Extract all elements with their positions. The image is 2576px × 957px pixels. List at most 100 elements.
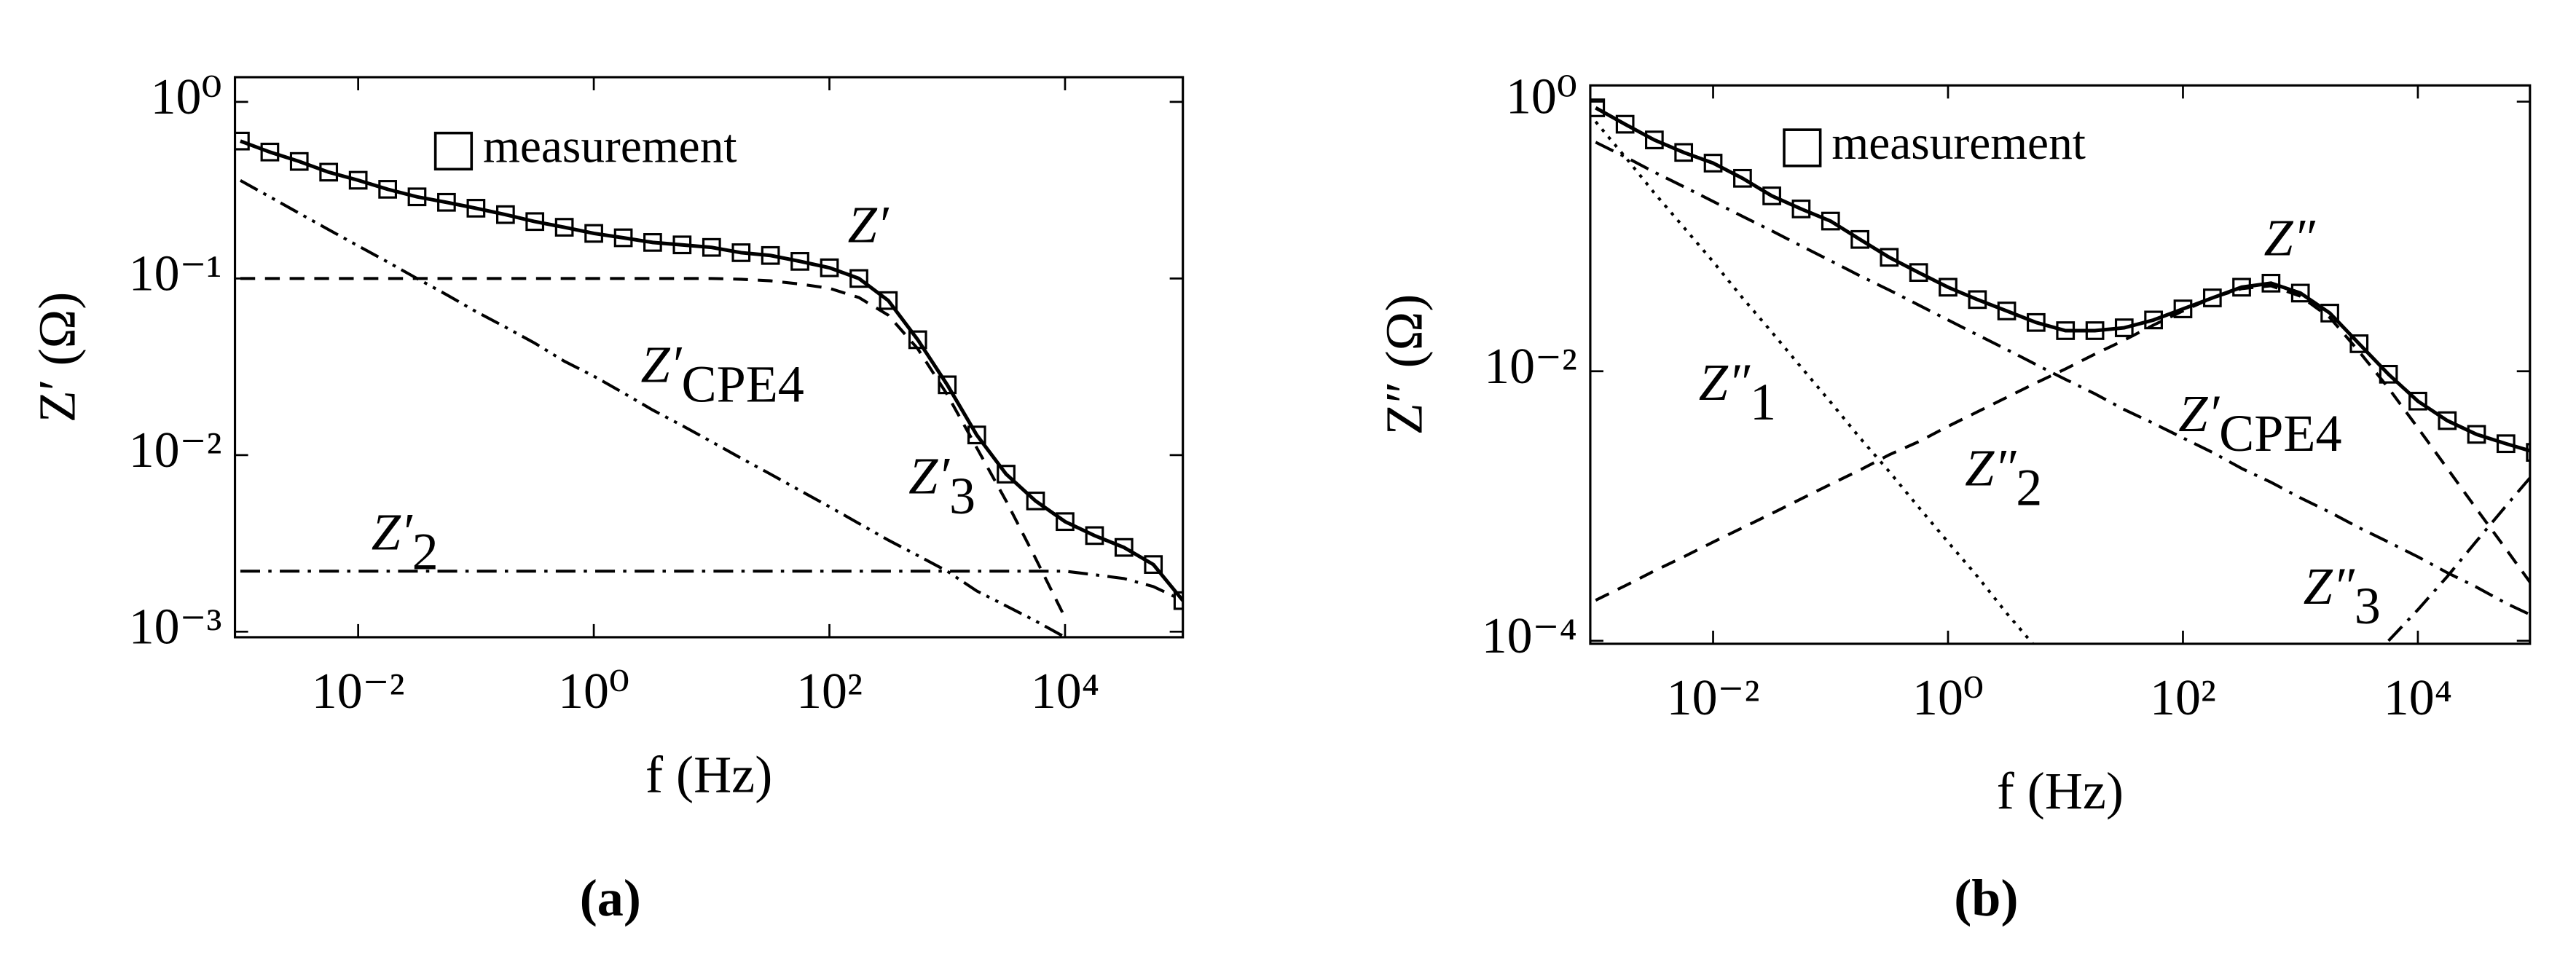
marker: [2496, 434, 2516, 454]
marker: [1645, 130, 1664, 149]
annotation-text: Z′: [641, 335, 683, 393]
series-line: [2387, 476, 2530, 642]
panel-label: (b): [1954, 869, 2018, 927]
marker: [2379, 364, 2398, 384]
annotation: Z′CPE4: [641, 335, 804, 413]
annotation-text: Z″: [1965, 438, 2017, 497]
marker: [2320, 304, 2339, 323]
annotation-text: Z″: [2263, 208, 2315, 267]
series-line: [240, 277, 1067, 619]
annotation-sub: 1: [1750, 373, 1776, 431]
plot-area: [1590, 98, 2530, 644]
annotation: Z″1: [1699, 353, 1776, 431]
annotation-text: Z′: [2178, 385, 2220, 443]
plot-frame: [1589, 84, 2532, 645]
marker: [1590, 98, 1606, 117]
marker: [849, 269, 868, 288]
annotation-text: Z′: [848, 195, 890, 253]
y-axis-label: Z′ (Ω): [28, 292, 86, 423]
x-tick-label: 10⁰: [1912, 670, 1984, 726]
legend-label: measurement: [483, 120, 737, 173]
annotation: Z′3: [908, 446, 975, 524]
marker: [2526, 443, 2530, 462]
annotation: Z′2: [372, 503, 439, 580]
x-tick-label: 10⁴: [2384, 670, 2452, 726]
marker: [289, 151, 309, 171]
y-tick-label: 10⁰: [1506, 69, 1577, 125]
marker: [1114, 537, 1134, 557]
annotation: Z″2: [1965, 438, 2042, 516]
marker: [2467, 425, 2486, 444]
marker: [378, 180, 398, 199]
marker: [1173, 591, 1183, 610]
marker: [1968, 290, 1987, 310]
marker: [235, 131, 250, 151]
annotation-sub: 2: [2016, 458, 2042, 516]
legend-marker: [433, 131, 474, 171]
series-line: [1595, 284, 2530, 602]
marker: [1085, 526, 1104, 546]
marker: [1791, 200, 1811, 218]
annotation-sub: 3: [949, 466, 975, 524]
marker: [1144, 555, 1163, 574]
x-axis-label: f (Hz): [645, 746, 772, 804]
y-tick-label: 10⁰: [151, 69, 222, 125]
marker: [1615, 114, 1635, 134]
marker: [1026, 491, 1045, 511]
panel-label: (a): [580, 869, 641, 927]
marker: [997, 465, 1016, 484]
annotation-text: Z′: [908, 446, 950, 505]
plot-frame: [233, 76, 1185, 639]
y-tick-label: 10⁻⁴: [1482, 608, 1577, 664]
annotation: Z′: [848, 195, 890, 253]
marker: [1939, 277, 1957, 297]
marker: [879, 291, 898, 310]
marker: [2438, 411, 2457, 430]
marker: [1997, 302, 2017, 320]
chart-panel: 10⁻² 10⁰ 10² 10⁴ 10⁰ 10⁻¹ 10⁻² 10⁻³ measurement Z…: [28, 69, 1185, 927]
series-line: [1595, 106, 2530, 453]
x-tick-label: 10²: [2150, 670, 2216, 726]
annotation-text: Z″: [1699, 353, 1751, 411]
marker: [348, 170, 368, 190]
marker: [1821, 211, 1840, 231]
marker: [2173, 299, 2193, 318]
annotation-sub: CPE4: [681, 355, 804, 413]
series-line: [239, 179, 1066, 637]
y-axis-label: Z″ (Ω): [1375, 294, 1433, 436]
marker: [260, 142, 280, 162]
marker: [1733, 168, 1752, 188]
marker: [2202, 288, 2222, 307]
marker: [2144, 310, 2163, 330]
plot-area: [235, 131, 1183, 637]
annotation: Z′CPE4: [2178, 385, 2341, 462]
marker: [1056, 512, 1075, 532]
x-tick-label: 10⁰: [558, 663, 629, 720]
marker: [2027, 312, 2046, 332]
annotation: Z″3: [2304, 556, 2381, 634]
marker: [1850, 229, 1869, 249]
annotation-sub: 3: [2355, 576, 2381, 634]
annotation-sub: CPE4: [2219, 404, 2341, 462]
chart-panel: 10⁻² 10⁰ 10² 10⁴ 10⁰ 10⁻² 10⁻⁴ measurement Z″ Z′C…: [1375, 69, 2532, 927]
annotation-text: Z″: [2304, 556, 2355, 615]
series-line: [240, 139, 1183, 602]
marker: [1674, 143, 1694, 162]
x-tick-label: 10²: [796, 663, 863, 720]
marker: [1909, 263, 1928, 283]
x-tick-label: 10⁻²: [312, 663, 405, 720]
annotation: Z″: [2263, 208, 2315, 267]
y-tick-label: 10⁻³: [129, 599, 222, 655]
x-tick-label: 10⁻²: [1667, 670, 1760, 726]
y-tick-label: 10⁻²: [1484, 339, 1577, 395]
marker: [1762, 186, 1781, 205]
y-tick-label: 10⁻¹: [129, 245, 222, 302]
annotation-text: Z′: [372, 503, 413, 561]
marker: [1703, 154, 1723, 173]
marker: [2408, 391, 2427, 411]
x-axis-label: f (Hz): [1997, 762, 2124, 820]
marker: [319, 162, 339, 182]
